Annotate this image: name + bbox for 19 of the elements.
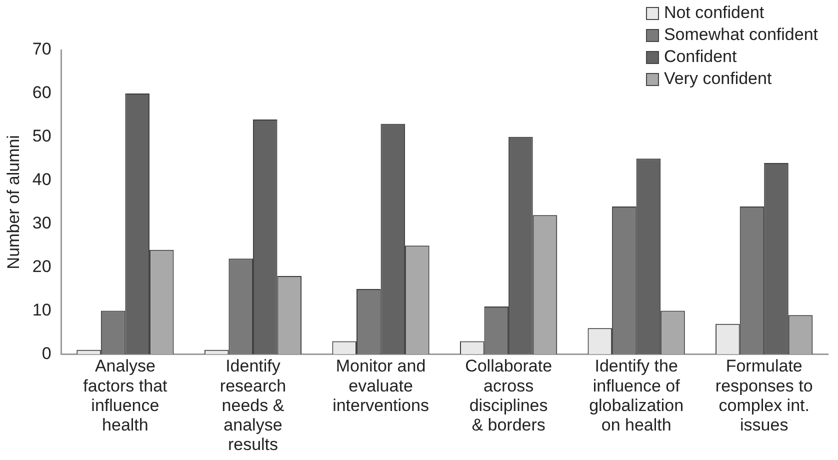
x-tick-label: Collaborate across disciplines & borders	[465, 356, 552, 434]
y-tick-label: 60	[32, 83, 52, 102]
y-tick-label: 40	[32, 170, 52, 190]
y-tick-label: 30	[32, 214, 52, 233]
legend-label: Somewhat confident	[664, 24, 818, 46]
y-tick-label: 50	[32, 126, 52, 146]
x-tick-label: Formulate responses to complex int. issues	[715, 356, 813, 434]
x-tick-label: Identify research needs & analyse results	[220, 356, 286, 454]
y-tick-label: 10	[32, 300, 52, 320]
y-axis-title: Number of alumni	[4, 135, 23, 270]
y-tick-label: 70	[32, 40, 52, 59]
y-tick-label: 20	[32, 257, 52, 276]
legend-label: Confident	[664, 46, 737, 68]
x-tick-label: Monitor and evaluate interventions	[332, 356, 429, 415]
legend-label: Not confident	[664, 2, 764, 24]
x-tick-label: Analyse factors that influence health	[83, 356, 168, 434]
legend-label: Very confident	[664, 68, 772, 90]
x-tick-label: Identify the influence of globalization on health	[589, 356, 684, 434]
y-tick-label: 0	[42, 344, 52, 363]
